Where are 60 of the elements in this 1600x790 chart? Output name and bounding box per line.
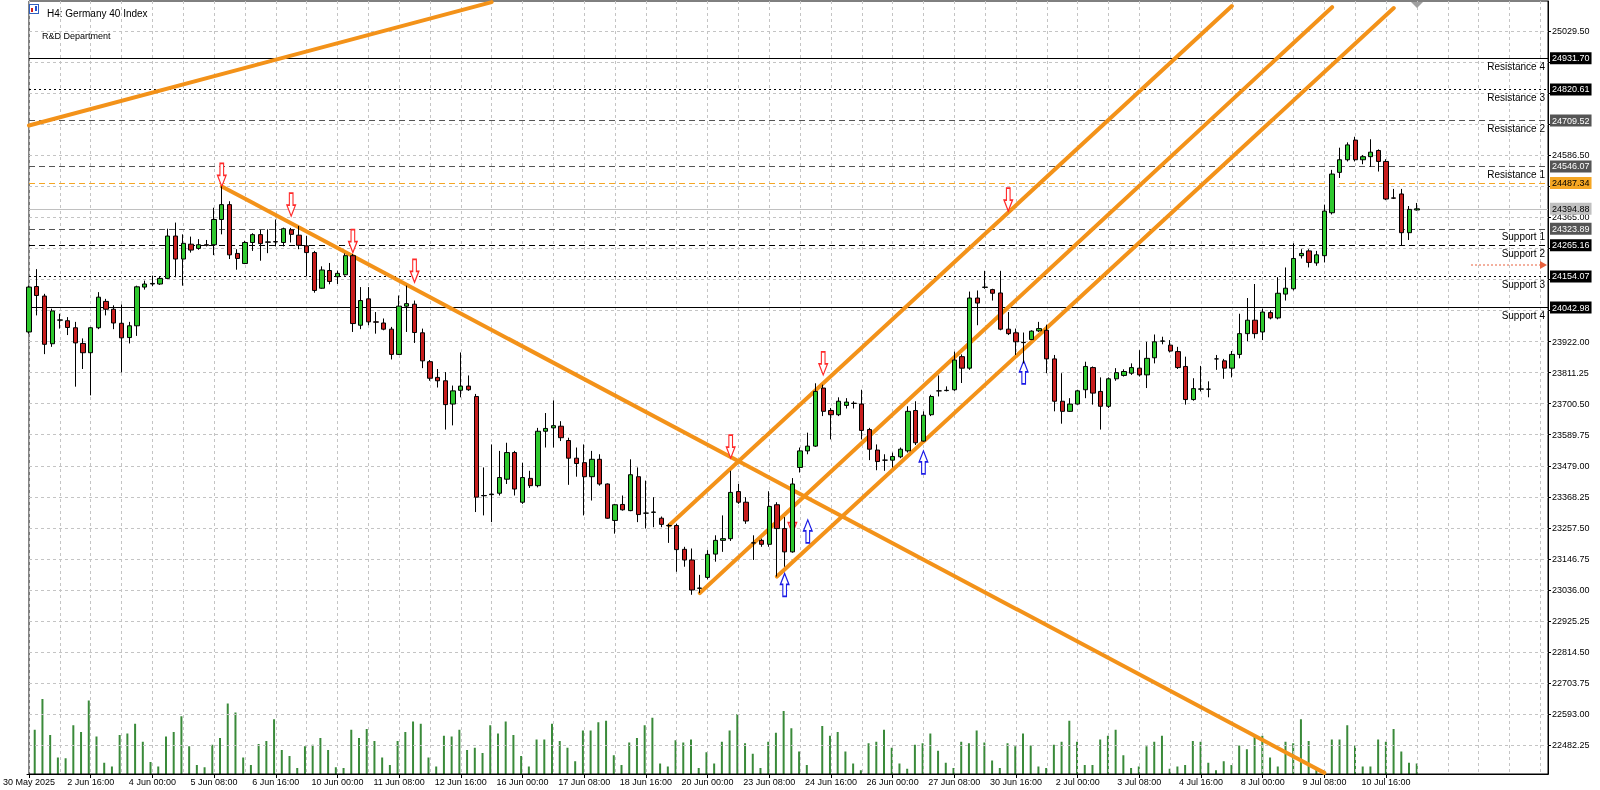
x-tick-label: 8 Jul 00:00 (1240, 776, 1285, 787)
y-tick-label: 23479.00 (1552, 460, 1590, 471)
y-tick-label: 22593.00 (1552, 709, 1590, 720)
y-tick-label: 23036.00 (1552, 585, 1590, 596)
x-tick-label: 5 Jun 08:00 (190, 776, 238, 787)
y-tick-label: 23589.75 (1552, 429, 1590, 440)
y-tick-label: 23146.75 (1552, 553, 1590, 564)
x-tick-label: 9 Jul 08:00 (1302, 776, 1347, 787)
ref-line-label: Resistance 2 (1487, 123, 1546, 135)
x-tick-label: 4 Jun 00:00 (128, 776, 176, 787)
y-tick-label: 23811.25 (1552, 367, 1589, 378)
x-tick-label: 3 Jul 08:00 (1117, 776, 1162, 787)
text: 24394.88 (1552, 203, 1590, 214)
text: 24546.07 (1552, 161, 1590, 172)
y-tick-label: 25029.50 (1552, 25, 1590, 36)
text: 24709.52 (1552, 115, 1590, 126)
ref-line-label: Support 3 (1501, 278, 1546, 290)
text: 24042.98 (1552, 302, 1590, 313)
x-tick-label: 4 Jul 16:00 (1179, 776, 1224, 787)
x-tick-label: 10 Jul 16:00 (1361, 776, 1411, 787)
x-tick-label: 26 Jun 00:00 (866, 776, 919, 787)
x-tick-label: 11 Jun 08:00 (373, 776, 425, 787)
x-tick-label: 12 Jun 16:00 (434, 776, 487, 787)
x-tick-label: 2 Jul 00:00 (1055, 776, 1100, 787)
x-tick-label: 24 Jun 16:00 (804, 776, 857, 787)
y-tick-label: 23368.25 (1552, 491, 1590, 502)
y-tick-label: 22814.50 (1552, 647, 1590, 658)
text: H4: Germany 40 Index (47, 7, 148, 19)
y-tick-label: 23257.50 (1552, 522, 1590, 533)
x-tick-label: 6 Jun 16:00 (252, 776, 300, 787)
y-tick-label: 22925.25 (1552, 616, 1590, 627)
ref-line-label: Support 2 (1501, 247, 1546, 259)
text: 24265.16 (1552, 240, 1590, 251)
x-tick-label: 30 Jun 16:00 (989, 776, 1042, 787)
ref-line-label: Resistance 4 (1487, 60, 1546, 72)
text: 24154.07 (1552, 271, 1590, 282)
ref-line-label: Resistance 1 (1487, 168, 1546, 180)
y-tick-label: 24365.00 (1552, 212, 1590, 223)
ref-line-label: Support 4 (1501, 310, 1546, 322)
x-tick-label: 23 Jun 08:00 (743, 776, 796, 787)
ref-line-label: Support 1 (1501, 231, 1546, 243)
ref-line-label: Resistance 3 (1487, 91, 1546, 103)
y-tick-label: 22482.25 (1552, 740, 1590, 751)
text: 24487.34 (1552, 177, 1590, 188)
x-tick-label: 17 Jun 08:00 (558, 776, 611, 787)
x-tick-label: 10 Jun 00:00 (311, 776, 364, 787)
y-tick-label: 23922.00 (1552, 336, 1590, 347)
text: 24323.89 (1552, 223, 1590, 234)
text: 24931.70 (1552, 53, 1590, 64)
x-tick-label: 18 Jun 16:00 (619, 776, 672, 787)
y-tick-label: 23700.50 (1552, 398, 1590, 409)
x-tick-label: 2 Jun 16:00 (67, 776, 115, 787)
x-tick-label: 27 Jun 08:00 (928, 776, 981, 787)
y-tick-label: 24586.50 (1552, 150, 1590, 161)
x-tick-label: 20 Jun 00:00 (681, 776, 734, 787)
y-tick-label: 22703.75 (1552, 678, 1590, 689)
text: 24820.61 (1552, 84, 1590, 95)
annotation: R&D Department (42, 30, 112, 41)
x-tick-label: 30 May 2025 (2, 776, 56, 787)
x-tick-label: 16 Jun 00:00 (496, 776, 549, 787)
